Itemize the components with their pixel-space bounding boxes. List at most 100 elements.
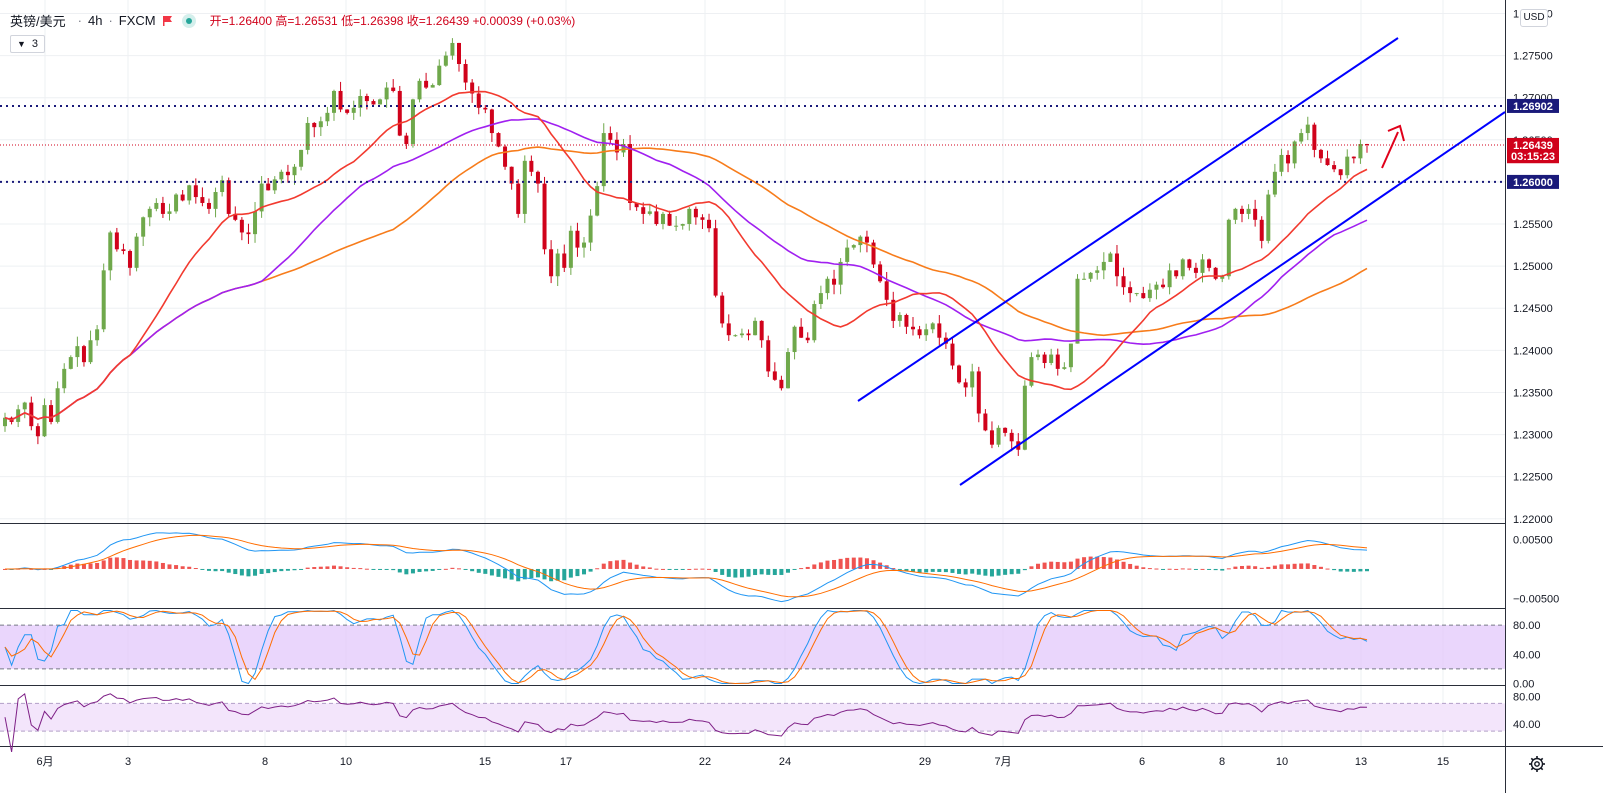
flag-icon[interactable]	[162, 15, 174, 27]
candle-body	[1351, 156, 1356, 159]
channel-upper-line[interactable]	[857, 37, 1399, 402]
candle-body	[331, 90, 336, 113]
candle-body	[312, 122, 317, 128]
candle-body	[634, 202, 639, 208]
candle-body	[1154, 284, 1159, 290]
candle-body	[654, 211, 659, 225]
stoch-tick-label: 0.00	[1513, 679, 1534, 691]
macd-histogram-bar	[1266, 566, 1271, 569]
candle-body	[318, 121, 323, 128]
macd-histogram-bar	[285, 568, 290, 571]
macd-histogram-bar	[924, 568, 929, 573]
macd-histogram-bar	[957, 568, 962, 574]
macd-histogram-bar	[976, 568, 981, 575]
candle-body	[943, 337, 948, 344]
macd-histogram-bar	[588, 568, 593, 572]
candle-body	[687, 208, 692, 225]
macd-histogram-bar	[818, 562, 823, 569]
candle-body	[549, 249, 554, 277]
candle-body	[305, 122, 310, 150]
separator-dot: ·	[77, 13, 82, 28]
candle-body	[641, 207, 646, 214]
channel-lower-line[interactable]	[959, 111, 1506, 486]
candle-body	[582, 242, 587, 248]
macd-histogram-bar	[187, 566, 192, 569]
macd-histogram-bar	[970, 568, 975, 574]
market-status-icon[interactable]	[181, 13, 196, 28]
price-tick-label: 1.24000	[1513, 345, 1553, 357]
macd-histogram-bar	[417, 568, 422, 572]
candle-body	[792, 326, 797, 353]
symbol-header: 英镑/美元 · 4h · FXCM 开=1.26400 高=1.26531 低=…	[10, 11, 575, 30]
candle-body	[174, 194, 179, 212]
candle-body	[1101, 261, 1106, 271]
candle-body	[595, 186, 600, 216]
candle-body	[720, 295, 725, 324]
macd-histogram-bar	[805, 566, 810, 569]
candle-body	[825, 278, 830, 294]
interval-label[interactable]: 4h	[87, 13, 103, 28]
candle-body	[483, 107, 488, 110]
candle-body	[812, 304, 817, 341]
macd-histogram-bar	[1292, 563, 1297, 569]
gear-icon[interactable]	[1528, 755, 1546, 773]
currency-button[interactable]: USD	[1520, 9, 1548, 27]
candle-body	[266, 183, 271, 191]
projection-arrow[interactable]	[1381, 131, 1399, 169]
candle-body	[950, 343, 955, 366]
candle-body	[897, 314, 902, 321]
macd-histogram-bar	[904, 568, 909, 571]
macd-signal-line	[5, 534, 1368, 598]
candle-body	[35, 426, 40, 437]
indicators-toggle-button[interactable]: ▼ 3	[10, 35, 46, 53]
candle-body	[989, 430, 994, 445]
candle-body	[1239, 208, 1244, 214]
macd-histogram-bar	[772, 568, 777, 576]
rsi-line	[4, 693, 1368, 752]
macd-histogram-bar	[1200, 568, 1205, 570]
macd-histogram-bar	[174, 565, 179, 569]
macd-histogram-bar	[42, 568, 47, 570]
candle-body	[555, 253, 560, 277]
macd-histogram-bar	[608, 561, 613, 569]
macd-histogram-bar	[1088, 556, 1093, 569]
time-tick-label: 17	[560, 756, 572, 768]
candle-body	[272, 179, 277, 191]
macd-histogram-bar	[443, 568, 448, 570]
time-tick-label: 6	[1139, 756, 1145, 768]
macd-histogram-bar	[470, 568, 475, 572]
macd-histogram-bar	[1351, 568, 1356, 572]
macd-histogram-bar	[726, 568, 731, 577]
source-label: FXCM	[118, 13, 156, 28]
ma-mid-line	[4, 118, 1368, 421]
candle-body	[200, 197, 205, 203]
candle-body	[1062, 367, 1067, 369]
candle-body	[693, 208, 698, 218]
price-axis-label-bg	[1507, 137, 1559, 152]
price-axis-label: 1.26439	[1513, 140, 1553, 152]
macd-histogram-bar	[720, 568, 725, 575]
symbol-name[interactable]: 英镑/美元	[10, 14, 66, 29]
stoch-d-line	[4, 610, 1368, 685]
macd-histogram-bar	[246, 568, 251, 577]
macd-histogram-bar	[693, 568, 698, 570]
candle-body	[325, 112, 330, 122]
candle-body	[1174, 270, 1179, 277]
candle-body	[108, 232, 113, 271]
macd-histogram-bar	[1318, 566, 1323, 569]
candle-body	[568, 230, 573, 268]
candle-body	[746, 333, 751, 336]
macd-histogram-bar	[1246, 565, 1251, 569]
price-axis-label-bg	[1507, 98, 1559, 113]
candle-body	[1292, 141, 1297, 164]
candle-body	[1095, 270, 1100, 273]
candle-body	[1365, 144, 1369, 146]
candle-body	[818, 293, 823, 305]
candle-body	[864, 236, 869, 243]
candle-body	[522, 160, 527, 214]
macd-histogram-bar	[667, 568, 672, 570]
macd-histogram-bar	[799, 568, 804, 570]
candle-body	[976, 371, 981, 414]
candle-body	[101, 270, 106, 330]
